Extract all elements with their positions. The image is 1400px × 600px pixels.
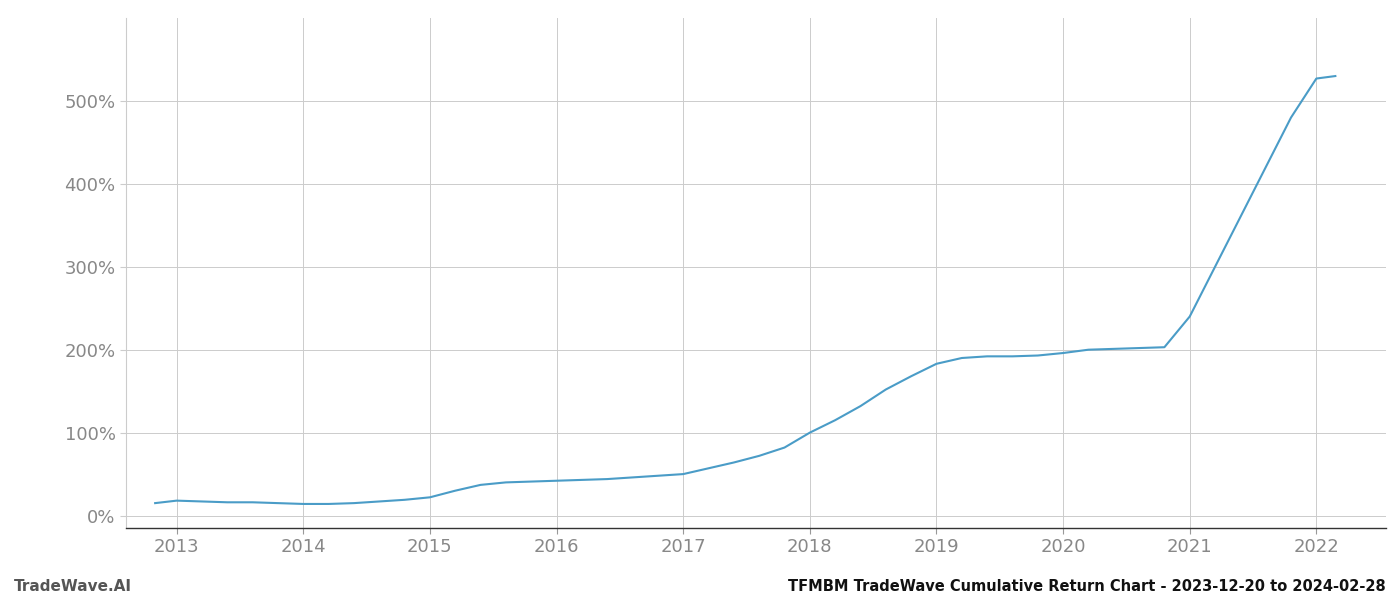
Text: TradeWave.AI: TradeWave.AI [14, 579, 132, 594]
Text: TFMBM TradeWave Cumulative Return Chart - 2023-12-20 to 2024-02-28: TFMBM TradeWave Cumulative Return Chart … [788, 579, 1386, 594]
